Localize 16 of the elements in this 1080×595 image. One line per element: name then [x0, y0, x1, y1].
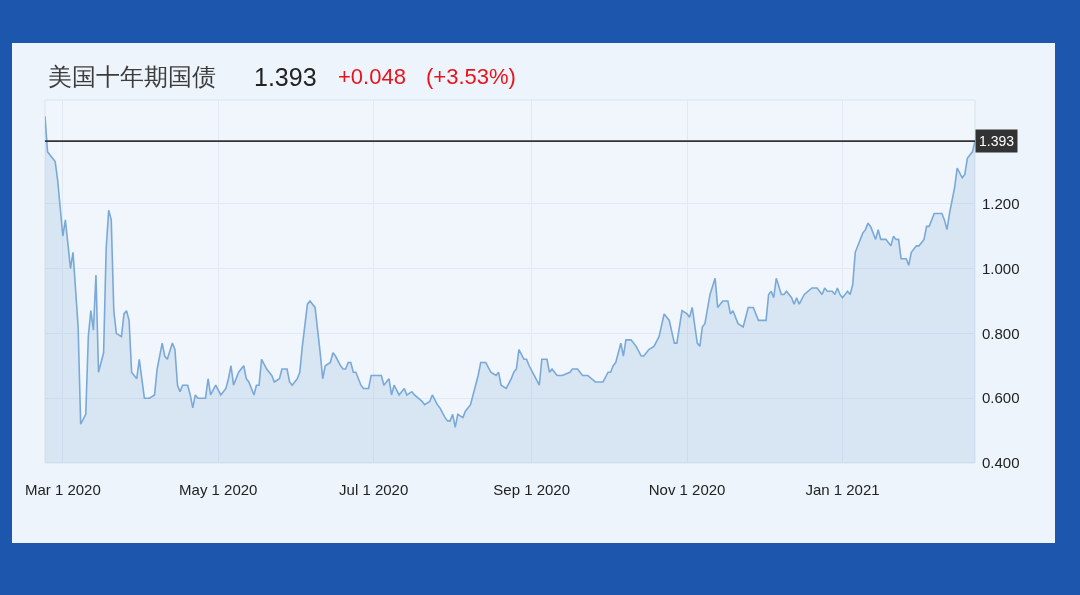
ref-line-label: 1.393	[979, 133, 1015, 149]
text: +0.048	[338, 64, 406, 89]
x-tick-label: May 1 2020	[179, 481, 258, 498]
x-tick-label: Jan 1 2021	[805, 481, 880, 498]
chart-title: 美国十年期国债	[48, 63, 216, 90]
y-tick-label: 1.000	[982, 259, 1020, 277]
y-tick-label: 0.800	[982, 324, 1020, 342]
y-tick-label: 0.400	[982, 454, 1020, 472]
y-tick-label: 0.600	[982, 389, 1020, 407]
x-tick-label: Sep 1 2020	[493, 481, 571, 498]
x-tick-label: Nov 1 2020	[648, 481, 726, 498]
x-tick-label: Mar 1 2020	[24, 481, 101, 498]
x-tick-label: Jul 1 2020	[339, 481, 409, 498]
chart-subtitle: 1.393	[254, 63, 317, 91]
text: (+3.53%)	[426, 64, 516, 89]
y-tick-label: 1.200	[982, 194, 1020, 212]
